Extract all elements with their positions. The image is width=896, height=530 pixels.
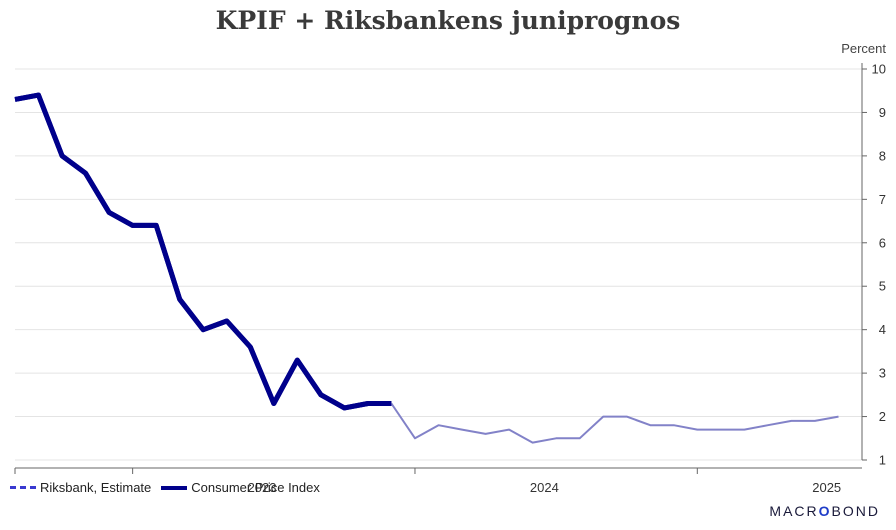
x-tick-label: 2023 xyxy=(248,480,277,495)
y-tick-label: 3 xyxy=(879,366,886,381)
legend-label-estimate: Riksbank, Estimate xyxy=(40,480,152,495)
legend-item-cpi[interactable]: Consumer Price Index xyxy=(161,480,320,495)
y-tick-label: 10 xyxy=(872,62,886,77)
brand-text-pre: MACR xyxy=(769,503,819,519)
legend-swatch-estimate xyxy=(10,486,36,489)
y-tick-label: 6 xyxy=(879,235,886,250)
series-line-estimate xyxy=(390,402,839,444)
legend-label-cpi: Consumer Price Index xyxy=(191,480,320,495)
legend: Riksbank, Estimate Consumer Price Index xyxy=(10,480,330,495)
series-line-cpi-top xyxy=(14,92,392,411)
y-tick-label: 8 xyxy=(879,148,886,163)
y-axis-unit-label: Percent xyxy=(841,41,886,56)
y-tick-label: 7 xyxy=(879,192,886,207)
brand-text-o: O xyxy=(818,503,832,519)
y-tick-label: 5 xyxy=(879,279,886,294)
x-tick-label: 2025 xyxy=(812,480,841,495)
legend-swatch-cpi xyxy=(161,485,188,490)
y-tick-label: 9 xyxy=(879,105,886,120)
x-tick-label: 2024 xyxy=(530,480,559,495)
brand-text-post: BOND xyxy=(831,503,880,519)
brand-logo: MACROBOND xyxy=(769,503,880,519)
series-line-cpi xyxy=(14,92,392,411)
y-tick-label: 1 xyxy=(879,453,886,468)
y-tick-label: 4 xyxy=(879,322,886,337)
chart-title: KPIF + Riksbankens juniprognos xyxy=(215,6,681,35)
legend-item-estimate[interactable]: Riksbank, Estimate xyxy=(10,480,151,495)
y-tick-label: 2 xyxy=(879,409,886,424)
